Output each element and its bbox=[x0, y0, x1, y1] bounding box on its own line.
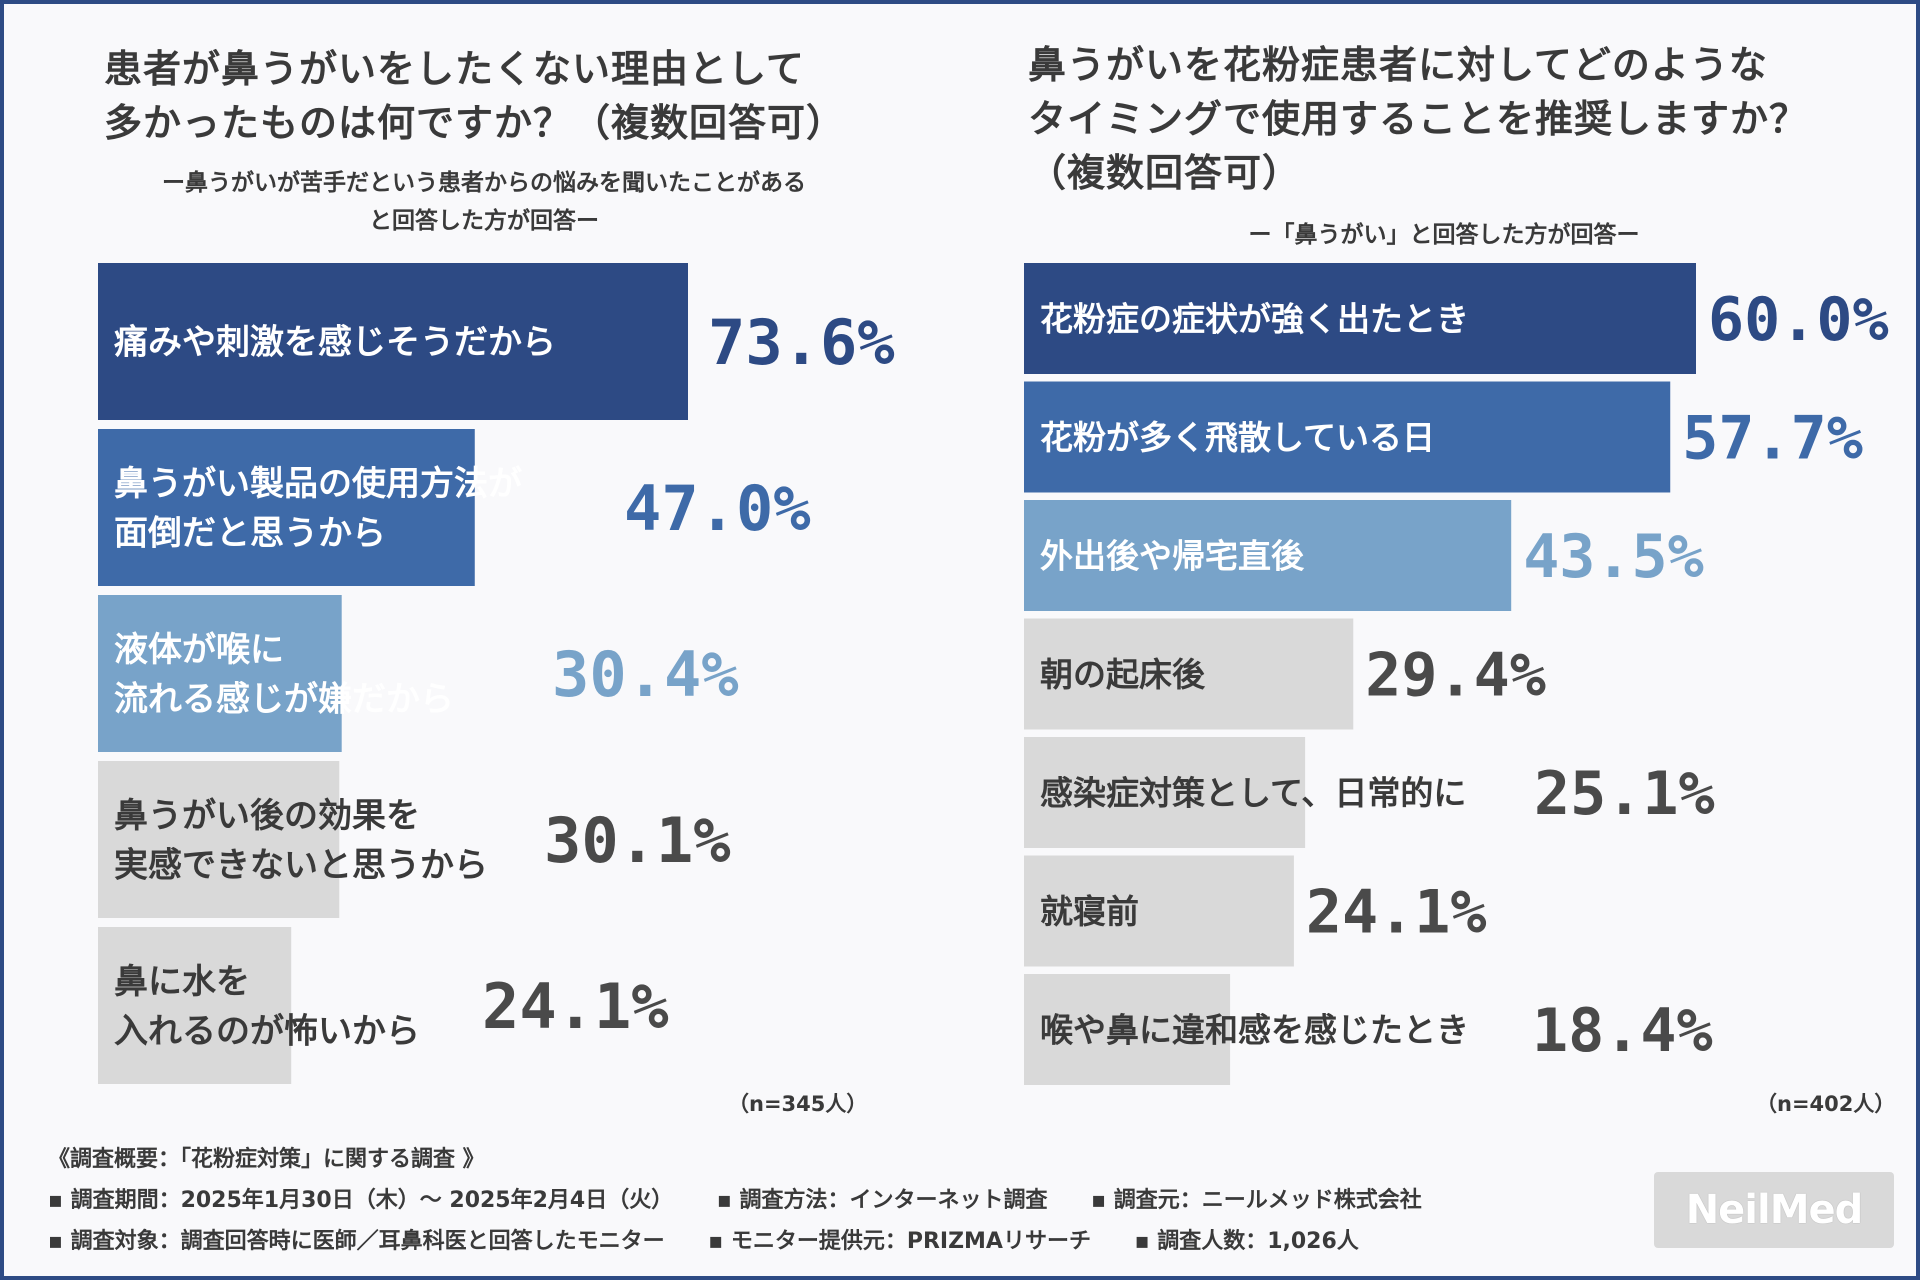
left-chart-title: 患者が鼻うがいをしたくない理由として 多かったものは何ですか？（複数回答可） bbox=[104, 42, 924, 150]
right-bar-group: 花粉症の症状が強く出たとき 60.0% bbox=[1024, 263, 1889, 374]
survey-monitor-provider: ▪ モニター提供元：PRIZMAリサーチ bbox=[708, 1229, 1091, 1254]
survey-target: ▪ 調査対象：調査回答時に医師／耳鼻科医と回答したモニター bbox=[48, 1229, 665, 1254]
right-title-line: （複数回答可） bbox=[1028, 151, 1302, 195]
right-bar-group: 朝の起床後 29.4% bbox=[1024, 618, 1546, 730]
left-value-label: 47.0% bbox=[624, 472, 811, 545]
left-category-label: 鼻に水を bbox=[114, 962, 250, 1002]
right-chart-subtitle: ー「鼻うがい」と回答した方が回答ー bbox=[1094, 216, 1794, 254]
right-value-label: 25.1% bbox=[1534, 759, 1715, 829]
survey-count: ▪ 調査人数：1,026人 bbox=[1134, 1229, 1359, 1254]
left-category-label: 液体が喉に bbox=[114, 630, 284, 670]
left-category-label: 面倒だと思うから bbox=[114, 513, 386, 553]
left-bar-group: 痛みや刺激を感じそうだから 73.6% bbox=[98, 263, 895, 420]
right-bar bbox=[1024, 737, 1306, 848]
right-sample-size: （n=402人） bbox=[1756, 1092, 1896, 1116]
left-category-label: 実感できないと思うから bbox=[114, 845, 488, 885]
right-category-label: 花粉症の症状が強く出たとき bbox=[1040, 299, 1469, 338]
right-bar bbox=[1024, 381, 1671, 493]
left-value-label: 30.1% bbox=[544, 804, 731, 877]
right-bar-group: 感染症対策として、日常的に 25.1% bbox=[1024, 737, 1715, 848]
right-category-label: 朝の起床後 bbox=[1040, 655, 1206, 694]
left-category-label: 流れる感じが嫌だから bbox=[114, 679, 454, 719]
left-chart-panel: 患者が鼻うがいをしたくない理由として 多かったものは何ですか？（複数回答可） ー… bbox=[4, 4, 964, 1124]
neilmed-logo: NeilMed bbox=[1654, 1172, 1894, 1248]
left-category-label: 痛みや刺激を感じそうだから bbox=[114, 323, 556, 363]
right-chart-panel: 鼻うがいを花粉症患者に対してどのような タイミングで使用することを推奨しますか？… bbox=[964, 4, 1920, 1124]
right-bar bbox=[1024, 500, 1512, 611]
left-bar bbox=[98, 761, 340, 918]
right-bar-group: 喉や鼻に違和感を感じたとき 18.4% bbox=[1024, 974, 1713, 1085]
right-category-label: 喉や鼻に違和感を感じたとき bbox=[1040, 1010, 1469, 1049]
survey-overview-heading: 《調査概要：「花粉症対策」に関する調査 》 bbox=[48, 1147, 485, 1172]
right-bar bbox=[1024, 263, 1696, 374]
left-bar bbox=[98, 263, 688, 420]
right-bar-chart: 花粉症の症状が強く出たとき 60.0% 花粉が多く飛散している日 57.7% 外出後や帰… bbox=[1024, 263, 1889, 1085]
left-subtitle-line: ー鼻うがいが苦手だという患者からの悩みを聞いたことがある bbox=[162, 170, 806, 196]
right-category-label: 就寝前 bbox=[1040, 892, 1139, 931]
left-bar bbox=[98, 595, 342, 752]
left-value-label: 24.1% bbox=[482, 970, 669, 1043]
right-bar-group: 就寝前 24.1% bbox=[1024, 855, 1487, 967]
left-category-label: 鼻うがい製品の使用方法が bbox=[114, 464, 522, 504]
right-value-label: 60.0% bbox=[1708, 285, 1889, 355]
right-value-label: 29.4% bbox=[1365, 641, 1546, 711]
left-bar bbox=[98, 429, 475, 586]
survey-overview-line-1: ▪ 調査期間：2025年1月30日（木）～ 2025年2月4日（火） ▪ 調査方… bbox=[48, 1180, 1608, 1221]
right-bar-group: 花粉が多く飛散している日 57.7% bbox=[1024, 381, 1863, 493]
survey-period: ▪ 調査期間：2025年1月30日（木）～ 2025年2月4日（火） bbox=[48, 1188, 674, 1213]
right-value-label: 43.5% bbox=[1523, 522, 1704, 592]
right-title-line: タイミングで使用することを推奨しますか？ bbox=[1028, 97, 1809, 141]
right-subtitle-line: ー「鼻うがい」と回答した方が回答ー bbox=[1248, 222, 1640, 248]
left-title-line: 患者が鼻うがいをしたくない理由として bbox=[104, 47, 805, 91]
survey-method: ▪ 調査方法：インターネット調査 bbox=[716, 1188, 1048, 1213]
left-value-label: 73.6% bbox=[708, 306, 895, 379]
right-value-label: 24.1% bbox=[1306, 878, 1487, 948]
survey-organizer: ▪ 調査元：ニールメッド株式会社 bbox=[1091, 1188, 1422, 1213]
survey-overview-line-2: ▪ 調査対象：調査回答時に医師／耳鼻科医と回答したモニター ▪ モニター提供元：… bbox=[48, 1221, 1608, 1262]
left-subtitle-line: と回答した方が回答ー bbox=[369, 208, 599, 234]
right-bar-group: 外出後や帰宅直後 43.5% bbox=[1024, 500, 1704, 611]
left-category-label: 鼻うがい後の効果を bbox=[114, 796, 420, 836]
right-category-label: 感染症対策として、日常的に bbox=[1040, 773, 1466, 812]
right-bar bbox=[1024, 618, 1354, 730]
right-bar bbox=[1024, 855, 1294, 967]
left-title-line: 多かったものは何ですか？（複数回答可） bbox=[104, 101, 846, 145]
right-value-label: 57.7% bbox=[1682, 404, 1863, 474]
right-category-label: 外出後や帰宅直後 bbox=[1040, 536, 1305, 575]
left-sample-size: （n=345人） bbox=[728, 1092, 868, 1116]
right-chart-title: 鼻うがいを花粉症患者に対してどのような タイミングで使用することを推奨しますか？… bbox=[1028, 38, 1908, 200]
left-category-label: 入れるのが怖いから bbox=[114, 1011, 420, 1051]
left-chart-subtitle: ー鼻うがいが苦手だという患者からの悩みを聞いたことがある と回答した方が回答ー bbox=[94, 164, 874, 240]
right-bar bbox=[1024, 974, 1231, 1085]
right-value-label: 18.4% bbox=[1532, 996, 1713, 1066]
left-value-label: 30.4% bbox=[552, 638, 739, 711]
right-category-label: 花粉が多く飛散している日 bbox=[1040, 418, 1435, 457]
survey-overview: 《調査概要：「花粉症対策」に関する調査 》 ▪ 調査期間：2025年1月30日（… bbox=[48, 1139, 1608, 1262]
right-title-line: 鼻うがいを花粉症患者に対してどのような bbox=[1028, 43, 1768, 87]
left-bar bbox=[98, 927, 292, 1084]
